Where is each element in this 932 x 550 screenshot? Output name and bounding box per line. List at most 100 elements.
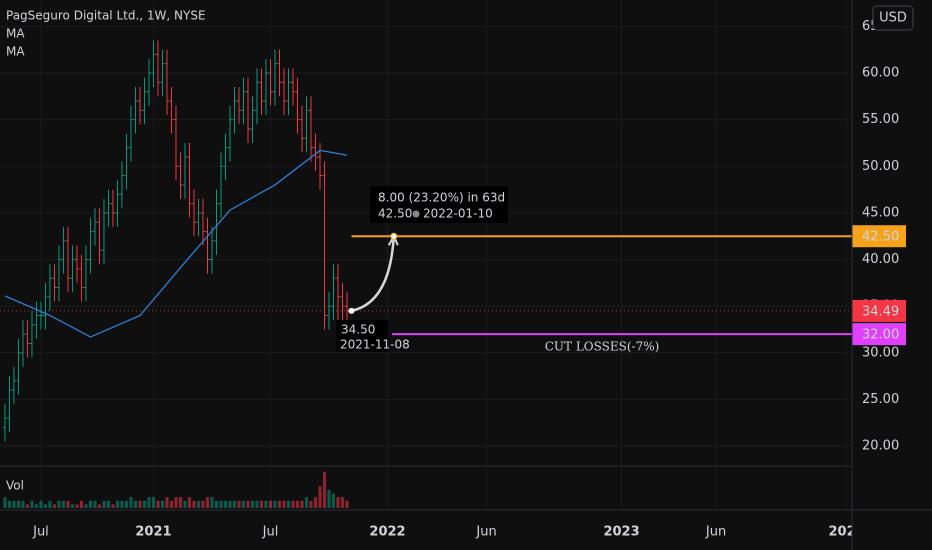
start-price: 34.50 — [341, 323, 375, 337]
indicator-label: MA — [6, 27, 25, 41]
volume-bar — [70, 504, 75, 508]
volume-bar — [129, 497, 133, 508]
volume-bar — [277, 500, 282, 508]
volume-bar — [57, 500, 61, 508]
volume-bar — [232, 500, 237, 508]
price-badge-label: 32.00 — [862, 328, 899, 343]
volume-bar — [34, 504, 39, 508]
volume-bar — [7, 500, 12, 508]
volume-bar — [327, 489, 331, 508]
y-tick-label: 50.00 — [862, 159, 899, 174]
stop-text: CUT LOSSES(-7%) — [545, 340, 660, 354]
volume-bar — [264, 500, 268, 508]
volume-bar — [205, 497, 210, 508]
volume-bar — [237, 500, 241, 508]
volume-bar — [259, 500, 264, 508]
price-badge — [852, 225, 906, 248]
volume-bar — [345, 500, 349, 508]
measure-end — [390, 232, 398, 240]
price-badge-label: 42.50 — [862, 230, 899, 245]
volume-bar — [151, 497, 156, 508]
volume-bar — [214, 500, 219, 508]
measure-end-price: 42.50 — [378, 207, 412, 221]
x-tick-label: 2024 — [829, 525, 865, 540]
plot-area: Jul 2021 Jul 2022 Jun 2023 Jun 2024 CUT LOSSES(-… — [0, 40, 865, 540]
volume-bar — [169, 500, 174, 508]
volume-bar — [48, 500, 52, 508]
y-tick-label: 40.00 — [862, 252, 899, 267]
symbol-title: PagSeguro Digital Ltd., 1W, NYSE — [6, 9, 206, 23]
start-box — [336, 320, 388, 352]
price-badge — [852, 323, 906, 346]
volume-bar — [174, 497, 178, 508]
volume-bar — [178, 497, 183, 508]
volume-bar — [201, 500, 205, 508]
volume-bar — [52, 504, 57, 508]
volume-bar — [228, 500, 232, 508]
volume-bar — [106, 500, 111, 508]
volume-bar — [183, 500, 187, 508]
volume-bar — [241, 500, 246, 508]
volume-bar — [16, 500, 21, 508]
volume-bar — [88, 500, 93, 508]
measure-arrow — [351, 236, 396, 313]
volume-bar — [187, 497, 192, 508]
volume-bar — [219, 500, 223, 508]
volume-bar — [286, 500, 291, 508]
measure-start — [348, 307, 355, 314]
volume-bar — [25, 504, 30, 508]
start-date: 2021-11-08 — [340, 338, 410, 352]
volume-bar — [250, 500, 255, 508]
price-badge-label: 34.49 — [862, 304, 899, 319]
volume-bar — [133, 500, 138, 508]
currency-label[interactable]: USD — [879, 11, 907, 26]
volume-bar — [97, 504, 102, 508]
volume-bar — [196, 500, 201, 508]
x-tick-label: Jun — [475, 525, 496, 540]
x-tick-label: 2021 — [135, 525, 171, 540]
x-tick-label: Jul — [262, 525, 279, 540]
volume-bar — [210, 497, 214, 508]
volume-bar — [124, 500, 129, 508]
volume-bar — [246, 500, 250, 508]
volume-bar — [115, 500, 120, 508]
volume-bar — [165, 497, 169, 508]
y-tick-label: 25.00 — [862, 392, 899, 407]
volume-bar — [322, 471, 327, 508]
volume-bar — [300, 500, 304, 508]
y-tick-label: 20.00 — [862, 439, 899, 454]
volume-bar — [93, 500, 97, 508]
volume-bar — [291, 500, 295, 508]
volume-bar — [282, 500, 286, 508]
volume-bar — [30, 500, 34, 508]
volume-bar — [120, 500, 124, 508]
volume-bar — [102, 500, 106, 508]
y-tick-label: 30.00 — [862, 345, 899, 360]
volume-bar — [111, 504, 115, 508]
volume-bar — [138, 500, 142, 508]
x-tick-label: 2023 — [603, 525, 639, 540]
volume-bar — [12, 500, 16, 508]
volume-bar — [39, 500, 43, 508]
volume-bar — [223, 500, 228, 508]
volume-bar — [340, 497, 345, 508]
volume-bar — [142, 500, 147, 508]
volume-bar — [336, 497, 340, 508]
volume-bar — [268, 500, 273, 508]
moving-average — [4, 149, 348, 338]
volume-bar — [318, 486, 322, 508]
volume-bar — [156, 500, 160, 508]
x-tick-label: Jun — [705, 525, 726, 540]
volume-bar — [79, 500, 84, 508]
volume-bar — [43, 504, 48, 508]
currency-button[interactable] — [872, 5, 914, 31]
volume-bar — [255, 500, 259, 508]
volume-bar — [160, 500, 165, 508]
y-tick-label: 45.00 — [862, 205, 899, 220]
measure-text: 8.00 (23.20%) in 63d — [378, 191, 505, 205]
indicator-label: MA — [6, 45, 25, 59]
volume-bar — [21, 500, 25, 508]
